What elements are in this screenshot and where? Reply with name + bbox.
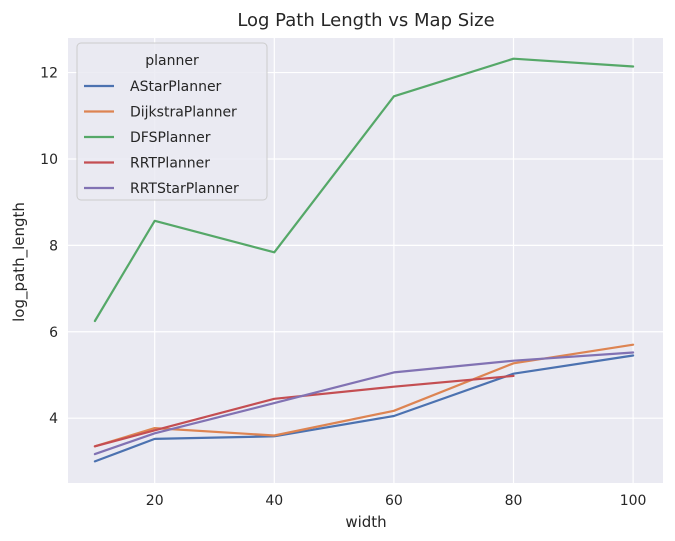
x-tick-label: 100: [620, 493, 647, 509]
y-tick-label: 4: [49, 411, 58, 427]
x-tick-label: 20: [146, 493, 164, 509]
series-line-rrtplanner: [93, 374, 515, 448]
y-tick-label: 6: [49, 325, 58, 341]
legend-box: [76, 42, 268, 201]
legend-label: RRTStarPlanner: [130, 181, 239, 197]
legend-label: DijkstraPlanner: [130, 105, 237, 121]
y-tick-label: 10: [40, 152, 58, 168]
y-tick-label: 8: [49, 238, 58, 254]
x-axis-title: width: [345, 513, 386, 531]
y-tick-label: 12: [40, 66, 58, 82]
x-tick-label: 40: [265, 493, 283, 509]
chart-title: Log Path Length vs Map Size: [237, 10, 494, 31]
x-tick-label: 60: [385, 493, 403, 509]
legend-label: DFSPlanner: [130, 130, 211, 146]
series-line-astarplanner: [93, 354, 635, 463]
legend-label: RRTPlanner: [130, 156, 210, 172]
tick-labels: 20 40 60 80 100 4 6 8 10 12: [40, 66, 646, 509]
y-axis-title: log_path_length: [10, 202, 29, 322]
x-tick-label: 80: [505, 493, 523, 509]
series-layer: [93, 57, 635, 463]
legend: planner AStarPlanner DijkstraPlanner DFSPl…: [76, 42, 268, 201]
legend-title: planner: [145, 53, 199, 69]
series-line-rrtstarplanner: [93, 351, 635, 456]
legend-items: AStarPlanner DijkstraPlanner DFSPlanner RRT…: [84, 79, 239, 197]
legend-label: AStarPlanner: [130, 79, 222, 95]
series-line-dfsplanner: [93, 57, 635, 323]
